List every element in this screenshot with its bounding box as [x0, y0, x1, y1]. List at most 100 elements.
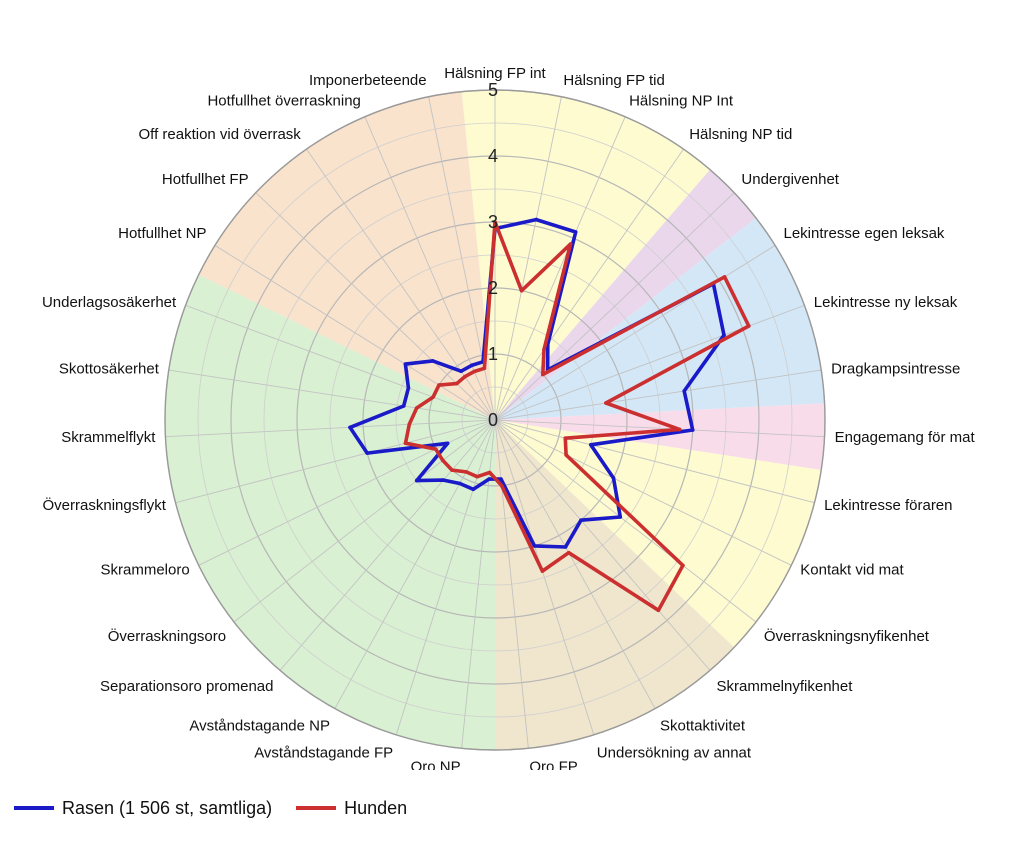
grid-spoke-25 — [185, 304, 496, 421]
category-label-24: Skottosäkerhet — [59, 361, 160, 378]
series-1-point-20 — [441, 458, 445, 463]
series-1-point-14 — [540, 569, 545, 573]
background-sector-2 — [495, 218, 825, 420]
series-0-point-19 — [441, 478, 446, 482]
series-0-point-21 — [445, 441, 450, 446]
series-1-point-25 — [431, 395, 435, 399]
series-1-point-11 — [681, 563, 685, 568]
radar-chart: 0 1 2 3 4 5 Hälsning FP int Hälsning FP tid Häl… — [42, 65, 976, 770]
series-0-point-7 — [682, 389, 686, 393]
series-0-point-20 — [414, 478, 419, 483]
grid-spoke-7 — [494, 369, 822, 421]
series-1-point-17 — [475, 474, 480, 479]
grid-spoke-14 — [494, 419, 595, 736]
category-label-18: Avståndstagande NP — [189, 717, 330, 734]
grid-spoke-11 — [494, 419, 757, 623]
series-1-point-2 — [568, 242, 573, 246]
series-1-point-13 — [566, 550, 571, 555]
category-label-3: Hälsning NP tid — [689, 126, 792, 143]
series-0-point-12 — [579, 518, 583, 522]
category-label-19: Separationsoro promenad — [100, 678, 273, 695]
series-0-point-8 — [690, 428, 695, 432]
category-label-8: Engagemang för mat — [835, 429, 976, 446]
legend-swatch-hunden — [296, 806, 337, 810]
series-0-point-25 — [406, 386, 411, 390]
category-label-22: Överraskningsflykt — [43, 496, 167, 514]
category-label-21: Skrammeloro — [101, 562, 190, 579]
category-label-16: Oro NP — [411, 758, 461, 770]
series-0-point-10 — [611, 476, 616, 480]
series-0-point-24 — [401, 404, 406, 408]
tick-label-0: 0 — [488, 410, 498, 430]
series-1-point-28 — [463, 374, 467, 379]
series-1-point-22 — [403, 441, 408, 446]
category-label-1: Hälsning FP tid — [563, 72, 664, 89]
grid-spoke-22 — [175, 419, 496, 504]
series-1-point-27 — [454, 381, 459, 386]
series-0-point-11 — [618, 515, 623, 519]
series-0-point-14 — [532, 544, 537, 548]
series-0-point-2 — [573, 230, 578, 234]
grid-spoke-10 — [494, 419, 792, 566]
grid-spoke-5 — [494, 245, 776, 421]
series-1-point-29 — [472, 369, 477, 374]
category-label-28: Off reaktion vid överrask — [139, 126, 302, 143]
category-label-17: Avståndstagande FP — [254, 744, 393, 761]
grid-spoke-4 — [494, 192, 735, 421]
series-0-point-26 — [403, 362, 408, 366]
grid-spoke-17 — [395, 419, 496, 736]
series-1-point-23 — [407, 422, 412, 427]
category-label-2: Hälsning NP Int — [629, 93, 734, 110]
series-1-point-26 — [437, 383, 441, 387]
grid-spoke-23 — [165, 419, 496, 438]
grid-spoke-9 — [494, 419, 815, 504]
grid-spoke-19 — [279, 419, 496, 671]
grid-spoke-26 — [214, 245, 496, 421]
outer-ring — [164, 89, 826, 751]
series-1-point-21 — [433, 447, 438, 451]
legend-label-rasen: Rasen (1 506 st, samtliga) — [62, 797, 273, 818]
background-sector-0 — [461, 90, 710, 420]
category-label-12: Skrammelnyfikenhet — [717, 678, 854, 695]
series-1-point-1 — [519, 288, 524, 293]
grid-spoke-6 — [494, 304, 805, 421]
background-sector-4 — [495, 420, 822, 648]
legend-label-hunden: Hunden — [344, 797, 408, 818]
tick-label-3: 3 — [488, 212, 498, 232]
series-0-point-1 — [534, 217, 538, 222]
series-0-point-18 — [458, 481, 462, 486]
grid-spoke-28 — [306, 148, 496, 421]
category-label-11: Överraskningsnyfikenhet — [764, 627, 930, 645]
category-label-0: Hälsning FP int — [444, 65, 546, 82]
category-label-15: Oro FP — [529, 758, 577, 770]
series-1-point-12 — [656, 608, 661, 613]
series-1-point-5 — [722, 275, 727, 279]
legend: Rasen (1 506 st, samtliga) Hunden — [14, 792, 407, 824]
legend-swatch-rasen — [14, 806, 54, 810]
series-0-point-17 — [471, 487, 476, 492]
category-label-5: Lekintresse egen leksak — [784, 225, 945, 242]
category-label-27: Hotfullhet FP — [162, 171, 249, 188]
grid-spoke-18 — [334, 419, 496, 709]
grid-spoke-20 — [233, 419, 496, 623]
series-0-point-6 — [722, 333, 726, 338]
background-sector-5 — [495, 420, 735, 750]
category-label-7: Dragkampsintresse — [831, 361, 960, 378]
series-1-point-4 — [541, 372, 545, 377]
category-label-29: Hotfullhet överraskning — [207, 93, 360, 110]
tick-label-1: 1 — [488, 344, 498, 364]
series-1-point-9 — [563, 436, 568, 441]
series-1-point-0 — [493, 220, 497, 224]
series-1-point-18 — [464, 470, 469, 474]
category-label-30: Imponerbeteende — [309, 72, 427, 89]
grid-spoke-15 — [494, 419, 529, 749]
category-label-9: Lekintresse föraren — [824, 497, 952, 514]
category-label-14: Undersökning av annat — [597, 744, 752, 761]
series-1-point-16 — [487, 470, 492, 475]
category-label-6: Lekintresse ny leksak — [814, 294, 958, 311]
category-label-13: Skottaktivitet — [660, 717, 746, 734]
background-sector-7 — [198, 91, 496, 421]
grid-spoke-2 — [494, 116, 626, 421]
series-0-point-15 — [499, 477, 503, 481]
legend-item-hunden: Hunden — [296, 798, 407, 819]
